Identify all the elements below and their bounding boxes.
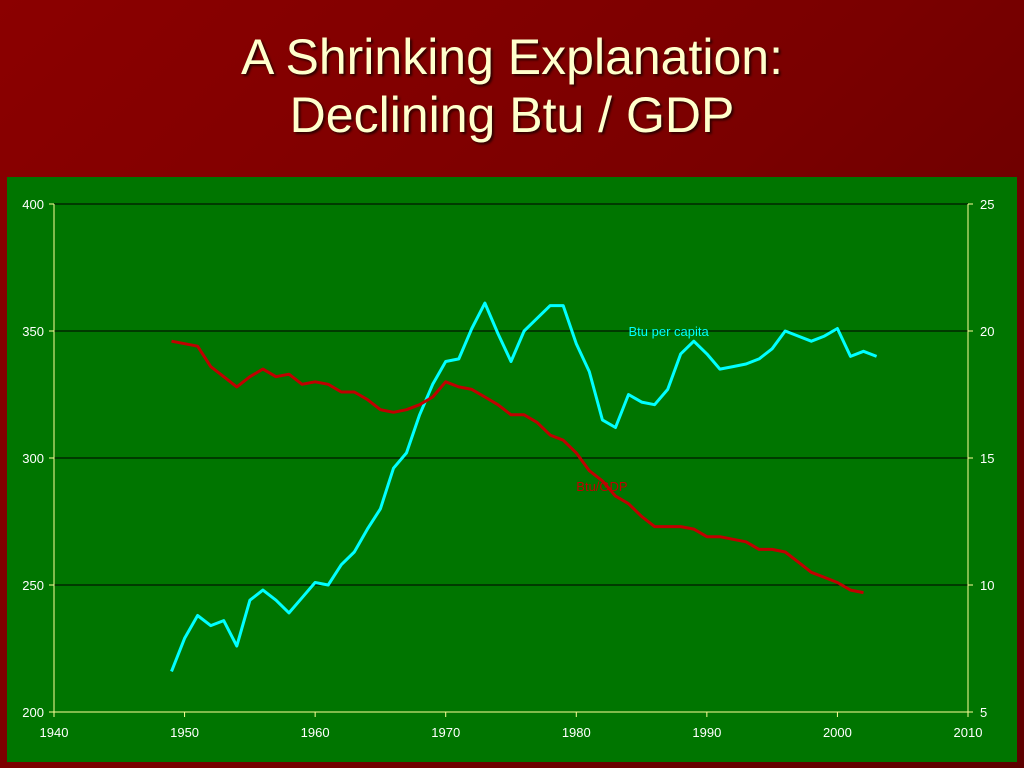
annotation-btu-per-capita: Btu per capita [629,324,710,339]
axes: 200 250 300 350 400 5 10 15 20 25 1940 1950 1960 1970… [22,197,994,740]
slide-title: A Shrinking Explanation: Declining Btu /… [0,28,1024,144]
title-line-2: Declining Btu / GDP [289,87,735,143]
x-tick-label: 1990 [692,725,721,740]
y-left-tick-label: 200 [22,705,44,720]
y-left-tick-label: 300 [22,451,44,466]
y-right-tick-label: 5 [980,705,987,720]
series-line-btu-gdp [171,339,864,595]
series-lines [170,301,878,672]
y-right-tick-label: 15 [980,451,994,466]
x-tick-label: 1960 [301,725,330,740]
line-chart: 200 250 300 350 400 5 10 15 20 25 1940 1950 1960 1970… [22,197,994,740]
annotations: Btu per capita Btu/GDP [576,324,709,494]
x-tick-label: 1950 [170,725,199,740]
x-tick-label: 1970 [431,725,460,740]
x-tick-label: 2000 [823,725,852,740]
y-right-tick-label: 25 [980,197,994,212]
y-right-tick-label: 20 [980,324,994,339]
chart-area: 200 250 300 350 400 5 10 15 20 25 1940 1950 1960 1970… [7,177,1017,762]
x-tick-label: 1940 [40,725,69,740]
x-tick-label: 1980 [562,725,591,740]
series-line-btu-per-capita [170,301,878,672]
y-left-tick-label: 350 [22,324,44,339]
y-left-tick-label: 400 [22,197,44,212]
title-line-1: A Shrinking Explanation: [240,29,784,85]
x-tick-label: 2010 [954,725,983,740]
y-left-tick-label: 250 [22,578,44,593]
gridlines [54,203,968,586]
annotation-btu-gdp: Btu/GDP [576,479,627,494]
y-right-tick-label: 10 [980,578,994,593]
